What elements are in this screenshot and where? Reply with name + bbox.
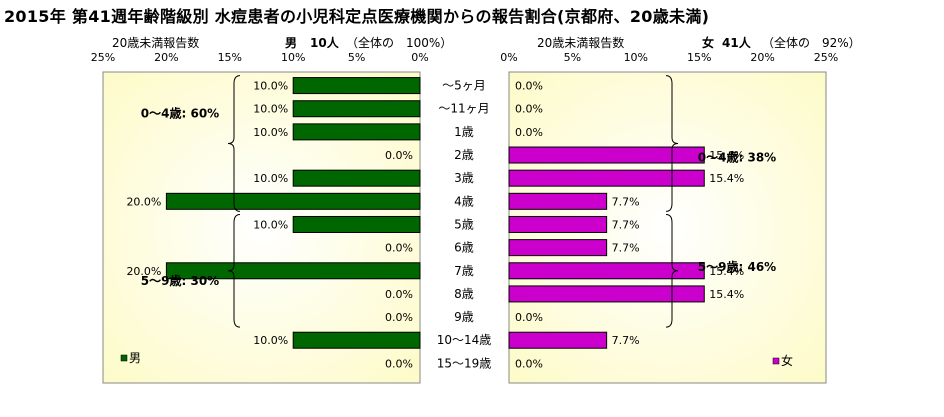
- left-tick-label: 20%: [154, 51, 178, 64]
- male-value-label: 0.0%: [385, 149, 413, 162]
- male-value-label: 10.0%: [253, 334, 288, 347]
- female-bar: [508, 215, 608, 233]
- right-axis-caption: 20歳未満報告数: [537, 36, 625, 50]
- category-label: 3歳: [454, 171, 474, 185]
- chart-title: 2015年 第41週年齢階級別 水痘患者の小児科定点医療機関からの報告割合(京都…: [4, 7, 710, 26]
- female-value-label: 7.7%: [612, 334, 640, 347]
- male-legend-label: 男: [129, 351, 141, 365]
- left-count-label: 10人: [310, 34, 339, 51]
- female-value-label: 0.0%: [515, 103, 543, 116]
- male-value-label: 20.0%: [126, 195, 161, 208]
- right-tick-label: 20%: [750, 51, 774, 64]
- left-axis-caption: 20歳未満報告数: [112, 36, 200, 50]
- female-value-label: 0.0%: [515, 311, 543, 324]
- category-label: 2歳: [454, 148, 474, 162]
- right-tick-label: 15%: [687, 51, 711, 64]
- male-bar: [292, 331, 421, 349]
- left-count: 10人: [310, 36, 339, 50]
- male-bar: [292, 123, 421, 141]
- male-value-label: 0.0%: [385, 288, 413, 301]
- female-value-label: 7.7%: [612, 195, 640, 208]
- female-bar: [508, 262, 705, 280]
- left-sex-label: 男: [285, 34, 297, 51]
- category-label: 8歳: [454, 287, 474, 301]
- category-label: 15～19歳: [437, 356, 492, 370]
- category-label: 7歳: [454, 264, 474, 278]
- right-share: （全体の 92%）: [762, 36, 861, 50]
- female-bar: [508, 169, 705, 187]
- category-label: ～11ヶ月: [438, 102, 489, 116]
- male-value-label: 0.0%: [385, 311, 413, 324]
- male-value-label: 10.0%: [253, 172, 288, 185]
- male-bar: [292, 100, 421, 118]
- male-legend-swatch: [120, 354, 128, 362]
- female-group-annotation: 0～4歳: 38%: [698, 149, 776, 164]
- female-value-label: 0.0%: [515, 357, 543, 370]
- female-value-label: 0.0%: [515, 126, 543, 139]
- male-group-annotation: 0～4歳: 60%: [141, 105, 219, 120]
- male-value-label: 20.0%: [126, 265, 161, 278]
- male-bar: [165, 192, 421, 210]
- male-bar: [292, 77, 421, 95]
- female-bar: [508, 285, 705, 303]
- category-label: 5歳: [454, 217, 474, 231]
- female-value-label: 15.4%: [709, 149, 744, 162]
- left-sex: 男: [285, 36, 298, 50]
- male-value-label: 0.0%: [385, 242, 413, 255]
- right-count-label: 41人: [722, 34, 751, 51]
- female-bar: [508, 192, 608, 210]
- male-bar: [165, 262, 421, 280]
- left-share: （全体の 100%）: [346, 36, 453, 50]
- female-value-label: 15.4%: [709, 288, 744, 301]
- male-group-brace: [227, 213, 241, 328]
- male-value-label: 10.0%: [253, 80, 288, 93]
- category-label: 9歳: [454, 310, 474, 324]
- right-tick-label: 5%: [564, 51, 581, 64]
- right-tick-label: 25%: [814, 51, 838, 64]
- male-value-label: 10.0%: [253, 103, 288, 116]
- male-value-label: 10.0%: [253, 126, 288, 139]
- female-value-label: 7.7%: [612, 218, 640, 231]
- category-label: 6歳: [454, 241, 474, 255]
- male-group-annotation: 5～9歳: 30%: [141, 273, 219, 288]
- right-count: 41人: [722, 36, 751, 50]
- female-group-brace: [665, 75, 679, 212]
- female-group-brace: [665, 213, 679, 328]
- female-legend-swatch: [772, 357, 780, 365]
- right-sex: 女: [702, 36, 715, 50]
- left-tick-label: 15%: [218, 51, 242, 64]
- female-bar: [508, 331, 608, 349]
- category-label: 4歳: [454, 194, 474, 208]
- right-sex-label: 女: [702, 34, 714, 51]
- female-bar: [508, 239, 608, 257]
- category-label: ～5ヶ月: [442, 79, 486, 93]
- male-bar: [292, 215, 421, 233]
- male-value-label: 10.0%: [253, 218, 288, 231]
- category-label: 10～14歳: [437, 333, 492, 347]
- category-label: 1歳: [454, 125, 474, 139]
- left-tick-label: 10%: [281, 51, 305, 64]
- right-tick-label: 0%: [500, 51, 517, 64]
- female-value-label: 7.7%: [612, 242, 640, 255]
- female-group-annotation: 5～9歳: 46%: [698, 259, 776, 274]
- female-legend-label: 女: [781, 353, 793, 368]
- left-tick-label: 5%: [348, 51, 365, 64]
- left-tick-label: 25%: [91, 51, 115, 64]
- right-tick-label: 10%: [624, 51, 648, 64]
- female-bar: [508, 146, 705, 164]
- left-tick-label: 0%: [411, 51, 428, 64]
- female-value-label: 0.0%: [515, 80, 543, 93]
- female-value-label: 15.4%: [709, 265, 744, 278]
- male-group-brace: [227, 75, 241, 212]
- male-value-label: 0.0%: [385, 357, 413, 370]
- female-value-label: 15.4%: [709, 172, 744, 185]
- male-bar: [292, 169, 421, 187]
